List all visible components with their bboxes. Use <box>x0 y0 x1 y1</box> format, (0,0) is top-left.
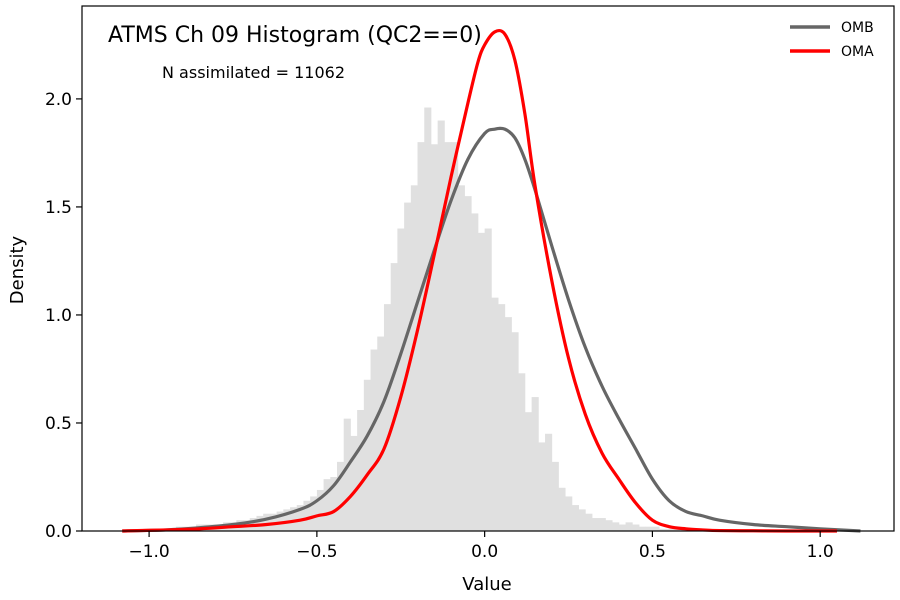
histogram-bar <box>417 142 425 531</box>
histogram-bar <box>632 524 640 531</box>
histogram-bar <box>504 317 512 531</box>
histogram-bar <box>652 526 660 531</box>
series-line-omb <box>122 126 861 533</box>
histogram-bar <box>571 505 579 531</box>
histogram-bar <box>645 526 653 531</box>
y-axis-ticks: 0.0 0.5 1.0 1.5 2.0 <box>45 90 82 542</box>
histogram-bar <box>598 518 606 531</box>
histogram-bar <box>350 435 358 531</box>
histogram-bar <box>343 418 351 531</box>
histogram-bar <box>612 522 620 531</box>
histogram-bar <box>625 522 633 531</box>
histogram-bar <box>551 461 559 531</box>
histogram-bar <box>370 349 378 531</box>
chart-annotation: N assimilated = 11062 <box>162 63 345 82</box>
histogram-bar <box>323 479 331 531</box>
histogram-bar <box>558 487 566 531</box>
histogram-bar <box>337 461 345 531</box>
y-tick-label: 1.5 <box>45 198 72 218</box>
series-line-oma <box>122 28 837 533</box>
chart-title: ATMS Ch 09 Histogram (QC2==0) <box>108 23 482 48</box>
histogram-bar <box>491 297 499 531</box>
histogram-bar <box>471 213 479 531</box>
x-tick-label: −0.5 <box>296 542 337 562</box>
histogram-bar <box>665 528 673 531</box>
histogram-bar <box>457 185 465 531</box>
y-tick-label: 0.0 <box>45 522 72 542</box>
histogram-bar <box>451 142 459 531</box>
histogram-bar <box>659 528 667 531</box>
histogram-bar <box>592 518 600 531</box>
histogram-bar <box>498 304 506 531</box>
x-axis-ticks: −1.0 −0.5 0.0 0.5 1.0 <box>128 531 834 562</box>
legend-oma-label: OMA <box>841 44 874 60</box>
histogram-bar <box>437 120 445 532</box>
histogram-bar <box>477 232 486 531</box>
histogram-bar <box>538 442 546 531</box>
histogram-bar <box>283 509 291 531</box>
histogram-bars <box>149 107 700 532</box>
histogram-bar <box>672 528 680 531</box>
x-tick-label: 1.0 <box>807 542 834 562</box>
histogram-bar <box>484 228 492 531</box>
histogram-bar <box>605 520 613 531</box>
x-axis-label: Value <box>462 574 511 595</box>
histogram-bar <box>444 142 452 531</box>
x-tick-label: 0.5 <box>639 542 666 562</box>
histogram-bar <box>578 509 586 531</box>
histogram-bar <box>316 489 324 531</box>
histogram-bar <box>310 496 318 531</box>
histogram-bar <box>524 412 533 531</box>
histogram-bar <box>363 379 371 531</box>
histogram-bar <box>585 513 593 531</box>
x-tick-label: 0.0 <box>471 542 498 562</box>
histogram-bar <box>618 524 626 531</box>
histogram-bar <box>464 196 472 531</box>
y-tick-label: 0.5 <box>45 414 72 434</box>
y-axis-label: Density <box>7 235 28 304</box>
histogram-bar <box>383 304 392 531</box>
plot-frame <box>81 5 895 532</box>
histogram-bar <box>397 228 405 531</box>
histogram-bar <box>565 496 573 531</box>
histogram-bar <box>430 144 439 531</box>
histogram-bar <box>276 511 284 531</box>
histogram-bar <box>330 476 338 531</box>
histogram-bar <box>377 336 385 531</box>
histogram-bar <box>545 433 553 531</box>
histogram-bar <box>638 526 647 531</box>
histogram-bar <box>296 505 304 531</box>
y-tick-label: 1.0 <box>45 306 72 326</box>
legend-omb-label: OMB <box>841 20 874 36</box>
histogram-bar <box>390 263 398 531</box>
histogram-bar <box>263 513 271 531</box>
y-tick-label: 2.0 <box>45 90 72 110</box>
histogram-bar <box>410 185 418 531</box>
histogram-bar <box>303 500 311 531</box>
histogram-bar <box>511 332 519 531</box>
histogram-bar <box>357 410 365 531</box>
histogram-bar <box>531 397 539 531</box>
x-tick-label: −1.0 <box>128 542 169 562</box>
density-lines <box>122 28 861 533</box>
histogram-bar <box>518 373 526 531</box>
histogram-bar <box>424 107 432 531</box>
histogram-bar <box>290 507 298 531</box>
histogram-bar <box>256 515 264 531</box>
legend: OMB OMA <box>790 20 874 60</box>
